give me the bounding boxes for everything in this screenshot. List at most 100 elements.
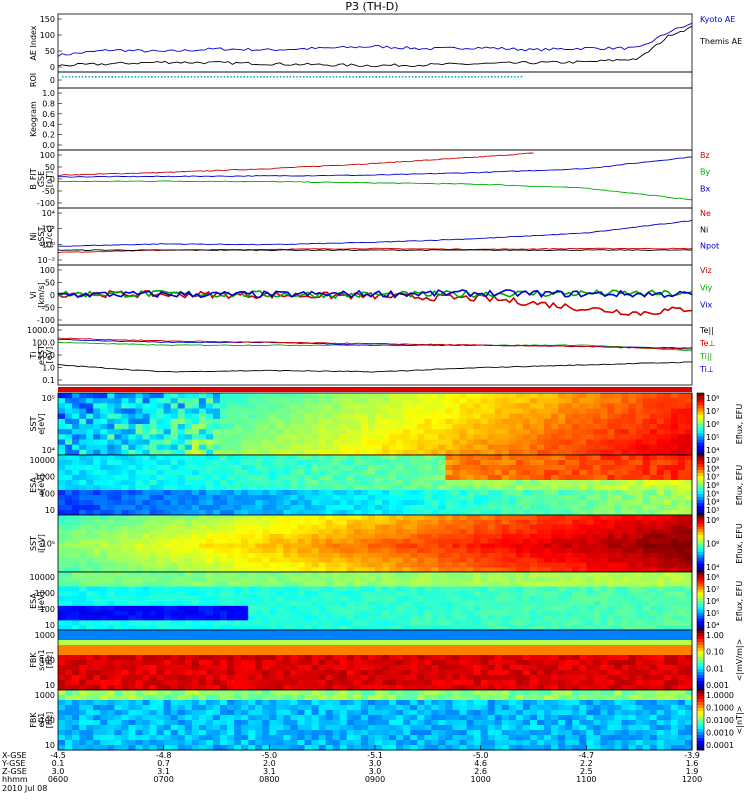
spectrogram-cell [635,393,644,399]
spectrogram-cell [403,534,411,540]
spectrogram-cell [163,510,172,516]
spectrogram-cell [142,601,151,607]
spectrogram-cell [494,444,503,451]
spectrogram-cell [529,439,538,446]
spectrogram-cell [212,444,221,451]
spectrogram-cell [234,393,242,399]
spectrogram-cell [339,557,348,564]
spectrogram-cell [487,418,496,425]
spectrogram-cell [396,403,404,410]
spectrogram-cell [149,576,158,583]
spectrogram-cell [480,490,489,496]
colorbar-cell [697,583,704,587]
spectrogram-cell [177,434,186,441]
spectrogram-cell [558,524,566,530]
spectrogram-cell [142,665,151,671]
spectrogram-cell [318,538,327,545]
spectrogram-cell [58,529,66,535]
spectrogram-cell [114,529,122,535]
y-tick-label: -50 [42,187,55,196]
spectrogram-cell [360,538,369,545]
spectrogram-cell [522,586,531,592]
spectrogram-cell [607,515,616,521]
spectrogram-cell [72,500,80,506]
spectrogram-cell [396,424,404,430]
spectrogram-cell [65,610,73,617]
spectrogram-cell [170,424,179,430]
spectrogram-cell [572,413,580,420]
spectrogram-cell [262,524,270,530]
spectrogram-cell [269,553,277,559]
spectrogram-cell [656,538,665,545]
spectrogram-cell [262,620,270,626]
spectrogram-cell [494,548,503,554]
panel-ylabel: AE Index [29,25,38,60]
spectrogram-cell [684,434,693,441]
spectrogram-cell [445,439,454,446]
spectrogram-cell [670,413,679,420]
spectrogram-cell [311,567,320,573]
spectrogram-cell [283,591,292,597]
spectrogram-cell [353,510,362,516]
spectrogram-cell [600,393,609,399]
spectrogram-cell [424,586,432,592]
spectrogram-cell [114,434,122,441]
spectrogram-cell [558,543,566,549]
spectrogram-cell [107,615,115,621]
spectrogram-cell [234,586,242,592]
spectrogram-cell [515,567,524,573]
spectrogram-cell [346,449,355,456]
spectrogram-cell [579,605,587,612]
spectrogram-cell [360,455,369,461]
spectrogram-cell [459,524,468,530]
spectrogram-cell [677,625,686,631]
spectrogram-cell [58,610,66,617]
spectrogram-cell [290,625,299,631]
spectrogram-cell [607,557,616,564]
spectrogram-cell [220,576,228,583]
spectrogram-cell [600,534,609,540]
y-tick-label: 1000 [35,631,55,640]
spectrogram-cell [529,510,538,516]
spectrogram-cell [170,543,179,549]
roi-flag-mark [154,76,156,78]
spectrogram-cell [318,625,327,631]
spectrogram-cell [382,434,390,441]
spectrogram-cell [565,620,573,626]
spectrogram-cell [670,439,679,446]
spectrogram-cell [389,500,397,506]
spectrogram-cell [72,685,80,691]
spectrogram-cell [121,543,130,549]
spectrogram-cell [234,429,242,435]
spectrogram-cell [551,567,559,573]
spectrogram-cell [269,434,277,441]
y-tick-label: 0 [50,63,55,72]
spectrogram-cell [128,470,137,476]
spectrogram-cell [572,408,580,415]
spectrogram-cell [149,470,158,476]
spectrogram-cell [79,444,87,451]
spectrogram-cell [396,557,404,564]
colorbar-cell [697,621,704,625]
spectrogram-cell [318,505,327,511]
spectrogram-cell [593,393,602,399]
spectrogram-cell [72,418,80,425]
spectrogram-cell [241,500,249,506]
spectrogram-cell [579,480,587,486]
spectrogram-cell [135,470,144,476]
spectrogram-cell [537,581,545,588]
spectrogram-cell [191,480,200,486]
spectrogram-cell [487,505,496,511]
spectrogram-cell [684,615,693,621]
spectrogram-cell [325,543,334,549]
spectrogram-cell [600,586,609,592]
spectrogram-cell [452,557,461,564]
spectrogram-cell [508,625,517,631]
spectrogram-cell [501,413,510,420]
spectrogram-cell [515,429,524,435]
spectrogram-cell [670,615,679,621]
spectrogram-cell [649,403,658,410]
spectrogram-cell [529,557,538,564]
spectrogram-cell [375,576,383,583]
spectrogram-cell [220,444,228,451]
